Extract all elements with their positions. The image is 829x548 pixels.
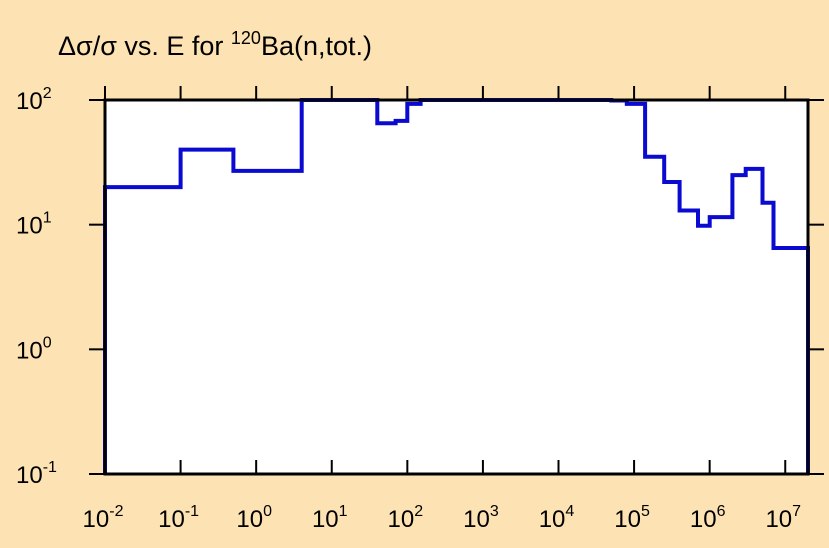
x-tick-label-exponent: 7 [792,503,801,520]
x-tick-label-base: 10 [158,506,185,533]
x-tick-label: 107 [765,503,801,533]
x-tick-label-exponent: 5 [641,503,650,520]
y-tick-label: 100 [16,334,52,364]
y-tick-label-exponent: 0 [43,334,52,351]
x-tick-label-exponent: 3 [490,503,499,520]
x-tick-label-base: 10 [614,506,641,533]
x-tick-label: 101 [312,503,348,533]
x-tick-label: 103 [463,503,499,533]
x-tick-label-base: 10 [690,506,717,533]
x-tick-label-base: 10 [765,506,792,533]
x-tick-label-exponent: 6 [717,503,726,520]
x-tick-label: 100 [236,503,272,533]
x-tick-label-exponent: 1 [339,503,348,520]
x-tick-label: 102 [388,503,424,533]
plot-area [105,100,808,474]
x-tick-label: 106 [690,503,726,533]
x-tick-label-base: 10 [236,506,263,533]
plot-frame [103,98,810,476]
x-tick-label-exponent: -1 [185,503,199,520]
x-tick-label-exponent: 2 [414,503,423,520]
y-tick-label-exponent: 2 [43,85,52,102]
y-tick-label: 101 [16,210,52,240]
y-tick-label: 102 [16,85,52,115]
x-tick-label-base: 10 [463,506,490,533]
y-tick-label-base: 10 [16,213,43,240]
y-tick-label-exponent: 1 [43,210,52,227]
chart-title-isotope-mass: 120 [231,28,261,48]
x-tick-label-base: 10 [312,506,339,533]
x-tick-label-base: 10 [388,506,415,533]
x-tick-label: 104 [539,503,575,533]
chart-title-suffix: Ba(n,tot.) [261,31,372,61]
x-tick-label-base: 10 [83,506,110,533]
y-tick-label-base: 10 [16,337,43,364]
x-tick-label: 105 [614,503,650,533]
y-tick-label: 10-1 [16,459,57,489]
x-tick-label-exponent: 0 [263,503,272,520]
chart-title-prefix: Δσ/σ vs. E for [58,31,231,61]
x-tick-label: 10-1 [158,503,199,533]
y-tick-label-base: 10 [16,88,43,115]
x-tick-label-base: 10 [539,506,566,533]
chart-title: Δσ/σ vs. E for 120Ba(n,tot.) [58,28,372,61]
x-tick-label: 10-2 [83,503,124,533]
x-tick-label-exponent: -2 [109,503,123,520]
y-tick-label-base: 10 [16,462,43,489]
y-tick-label-exponent: -1 [43,459,57,476]
uncertainty-step-line [103,98,810,474]
x-tick-label-exponent: 4 [565,503,574,520]
